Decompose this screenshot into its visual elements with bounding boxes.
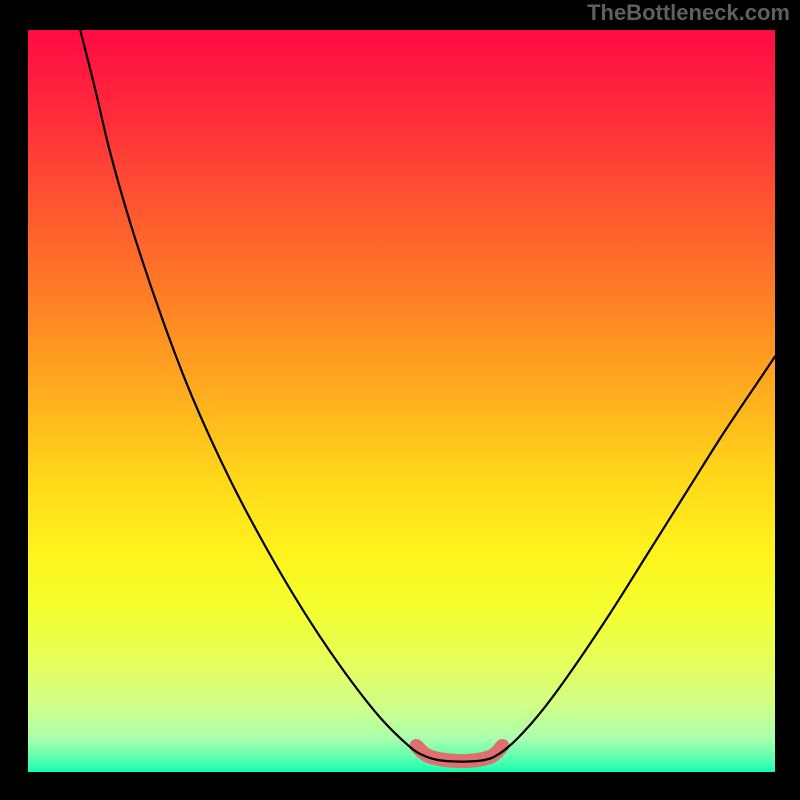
bottleneck-chart: TheBottleneck.com [0,0,800,800]
chart-svg [0,0,800,800]
plot-background [28,30,775,772]
